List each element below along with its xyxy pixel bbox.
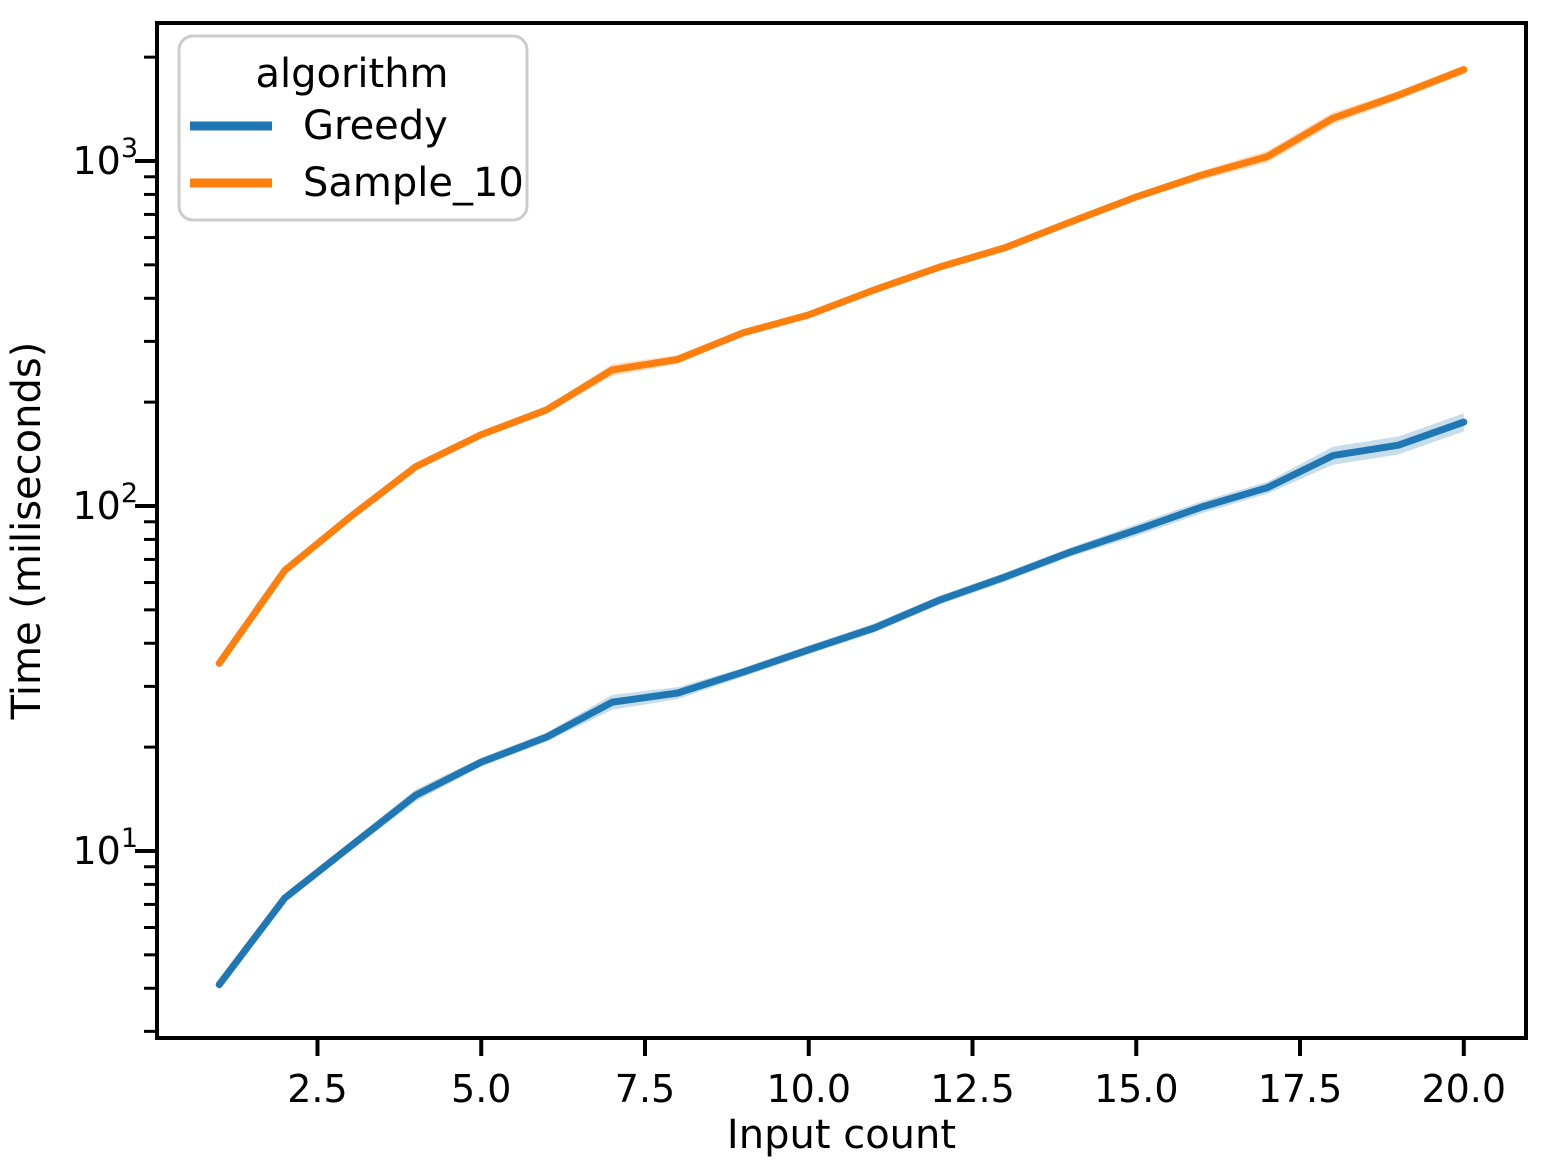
x-tick-label: 17.5 [1258,1067,1343,1111]
x-tick-label: 7.5 [615,1067,675,1111]
legend-title: algorithm [255,51,448,97]
y-tick-label: 101 [72,823,138,873]
y-axis-label: Time (miliseconds) [4,342,50,721]
x-axis-label: Input count [727,1112,956,1158]
series-line-sample_10 [215,66,1468,667]
y-tick-label: 103 [72,133,138,183]
x-tick-label: 12.5 [930,1067,1015,1111]
x-tick-label: 15.0 [1094,1067,1179,1111]
band-greedy [219,413,1464,991]
legend-label-sample_10: Sample_10 [303,160,524,206]
legend-label-greedy: Greedy [303,103,448,149]
x-tick-label: 2.5 [287,1067,347,1111]
series-line-greedy [215,418,1468,989]
x-tick-label: 20.0 [1421,1067,1506,1111]
y-tick-label: 102 [72,478,138,528]
x-tick-label: 10.0 [766,1067,851,1111]
x-tick-label: 5.0 [451,1067,511,1111]
legend-box [177,34,529,222]
axes-spines [155,21,1528,1040]
